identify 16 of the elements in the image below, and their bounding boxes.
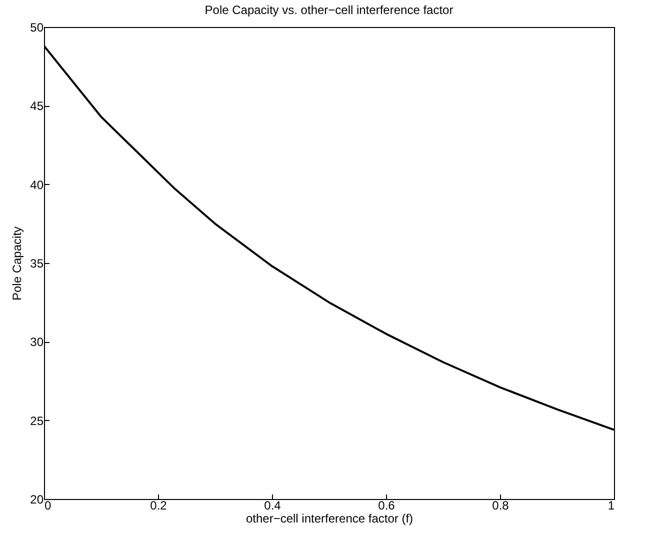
x-axis-title: other−cell interference factor (f)	[246, 512, 414, 526]
y-tick-label: 50	[30, 20, 44, 34]
x-tick-label: 0.2	[150, 498, 168, 512]
y-tick-label: 40	[30, 178, 44, 192]
y-tick-label: 35	[30, 256, 44, 270]
x-tick-label: 0	[44, 498, 52, 512]
y-tick-label: 20	[30, 492, 44, 506]
x-tick-label: 0.8	[492, 498, 510, 512]
x-tick-label: 0.6	[378, 498, 396, 512]
y-tick-label: 25	[30, 414, 44, 428]
x-tick-label: 1	[608, 498, 615, 512]
chart-title: Pole Capacity vs. other−cell interference factor	[204, 3, 454, 17]
y-axis-title: Pole Capacity	[10, 226, 24, 301]
y-tick-label: 45	[30, 99, 44, 114]
x-tick-label: 0.4	[264, 498, 282, 512]
y-tick-label: 30	[30, 335, 44, 350]
